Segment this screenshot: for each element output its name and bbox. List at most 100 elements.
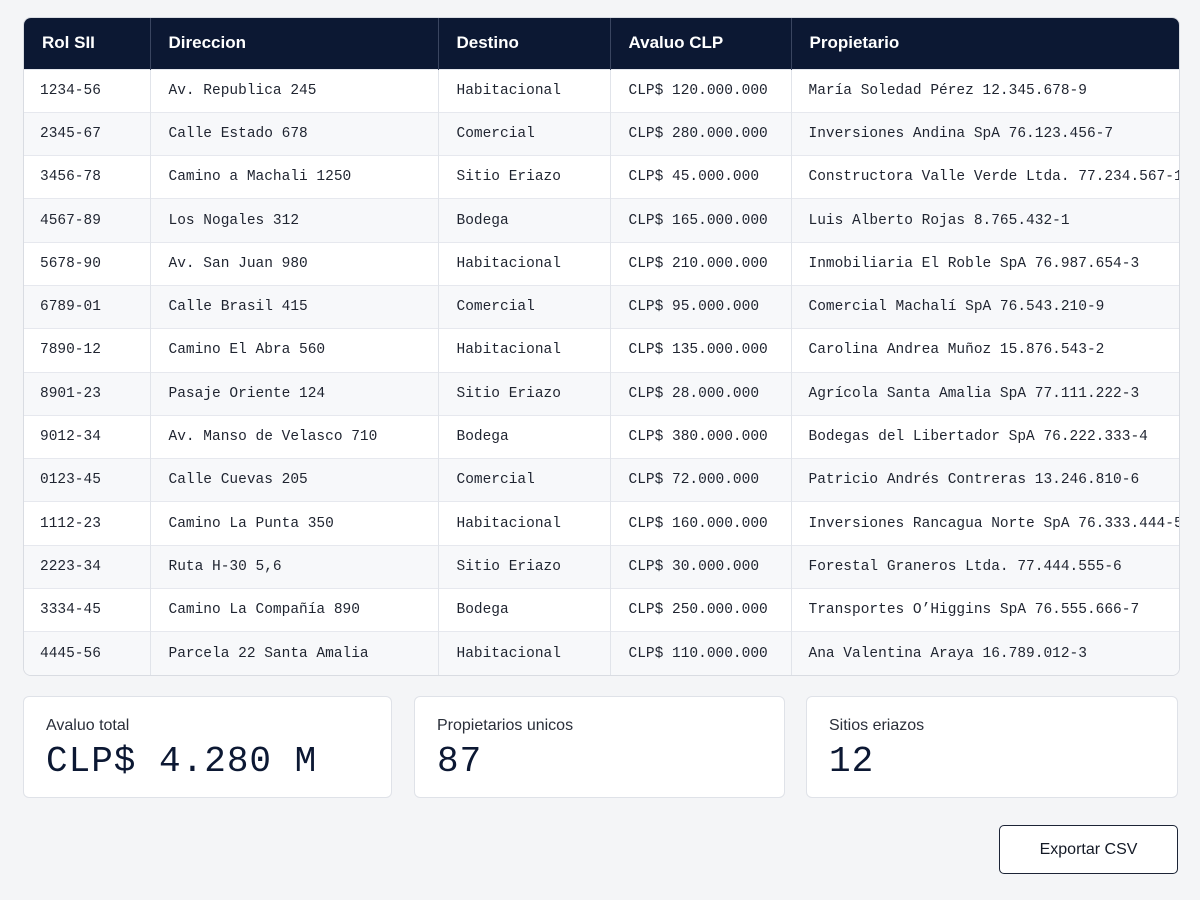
cell-propietario: Luis Alberto Rojas 8.765.432-1 <box>791 198 1179 243</box>
cell-direccion: Camino El Abra 560 <box>150 328 439 373</box>
cell-avaluo: CLP$ 210.000.000 <box>610 241 792 286</box>
cell-direccion: Calle Cuevas 205 <box>150 458 439 502</box>
column-header-destino[interactable]: Destino <box>438 18 611 69</box>
cell-avaluo: CLP$ 110.000.000 <box>610 631 792 676</box>
cell-destino: Habitacional <box>438 68 611 113</box>
cell-rol: 4567-89 <box>24 198 151 243</box>
cell-avaluo: CLP$ 135.000.000 <box>610 328 792 373</box>
cell-direccion: Av. San Juan 980 <box>150 241 439 286</box>
table-row[interactable]: 2223-34 Ruta H-30 5,6 Sitio Eriazo CLP$ 30.… <box>24 544 1179 589</box>
cell-propietario: Ana Valentina Araya 16.789.012-3 <box>791 631 1179 676</box>
cell-rol: 3334-45 <box>24 588 151 632</box>
table-row[interactable]: 1112-23 Camino La Punta 350 Habitacional CL… <box>24 501 1179 546</box>
cell-destino: Sitio Eriazo <box>438 544 611 589</box>
export-csv-button[interactable]: Exportar CSV <box>999 825 1178 874</box>
cell-destino: Habitacional <box>438 328 611 373</box>
cell-destino: Habitacional <box>438 501 611 546</box>
cell-rol: 2223-34 <box>24 544 151 589</box>
cell-propietario: Constructora Valle Verde Ltda. 77.234.56… <box>791 155 1179 199</box>
cell-rol: 0123-45 <box>24 458 151 502</box>
cell-rol: 9012-34 <box>24 414 151 459</box>
cell-destino: Bodega <box>438 588 611 632</box>
table-row[interactable]: 4567-89 Los Nogales 312 Bodega CLP$ 165.000… <box>24 198 1179 243</box>
column-header-propietario[interactable]: Propietario <box>809 33 900 53</box>
summary-card-avaluo-total: Avaluo total CLP$ 4.280 M <box>23 696 392 798</box>
cell-destino: Comercial <box>438 458 611 502</box>
card-value: CLP$ 4.280 M <box>46 741 318 782</box>
cell-rol: 7890-12 <box>24 328 151 373</box>
card-value: 87 <box>437 741 483 782</box>
cell-direccion: Av. Republica 245 <box>150 68 439 113</box>
cell-direccion: Calle Brasil 415 <box>150 284 439 329</box>
cell-avaluo: CLP$ 160.000.000 <box>610 501 792 546</box>
properties-table-container: Rol SII Direccion Destino Avaluo CLP Pro… <box>23 17 1180 677</box>
table-row[interactable]: 1234-56 Av. Republica 245 Habitacional CLP$… <box>24 68 1179 113</box>
cell-avaluo: CLP$ 280.000.000 <box>610 111 792 156</box>
card-label: Sitios eriazos <box>829 717 925 734</box>
cell-propietario: Comercial Machalí SpA 76.543.210-9 <box>791 284 1179 329</box>
cell-destino: Habitacional <box>438 631 611 676</box>
cell-propietario: Agrícola Santa Amalia SpA 77.111.222-3 <box>791 371 1179 416</box>
table-row[interactable]: 9012-34 Av. Manso de Velasco 710 Bodega CLP… <box>24 414 1179 459</box>
column-header-direccion[interactable]: Direccion <box>150 18 439 69</box>
table-body: 1234-56 Av. Republica 245 Habitacional CLP$… <box>24 68 1179 676</box>
summary-card-propietarios-unicos: Propietarios unicos 87 <box>414 696 785 798</box>
card-label: Avaluo total <box>46 717 130 734</box>
cell-avaluo: CLP$ 30.000.000 <box>610 544 792 589</box>
cell-rol: 6789-01 <box>24 284 151 329</box>
cell-direccion: Av. Manso de Velasco 710 <box>150 414 439 459</box>
cell-avaluo: CLP$ 165.000.000 <box>610 198 792 243</box>
table-row[interactable]: 3456-78 Camino a Machali 1250 Sitio Eriazo… <box>24 155 1179 199</box>
cell-avaluo: CLP$ 72.000.000 <box>610 458 792 502</box>
cell-destino: Comercial <box>438 111 611 156</box>
cell-propietario: Inversiones Andina SpA 76.123.456-7 <box>791 111 1179 156</box>
table-row[interactable]: 8901-23 Pasaje Oriente 124 Sitio Eriazo CLP… <box>24 371 1179 416</box>
cell-rol: 2345-67 <box>24 111 151 156</box>
table-row[interactable]: 0123-45 Calle Cuevas 205 Comercial CLP$ 72.… <box>24 458 1179 502</box>
cell-propietario: Inmobiliaria El Roble SpA 76.987.654-3 <box>791 241 1179 286</box>
cell-rol: 1112-23 <box>24 501 151 546</box>
cell-propietario: Patricio Andrés Contreras 13.246.810-6 <box>791 458 1179 502</box>
cell-rol: 1234-56 <box>24 68 151 113</box>
cell-rol: 4445-56 <box>24 631 151 676</box>
cell-direccion: Calle Estado 678 <box>150 111 439 156</box>
cell-rol: 3456-78 <box>24 155 151 199</box>
table-header-row: Rol SII Direccion Destino Avaluo CLP Pro… <box>24 18 1179 69</box>
column-header-avaluo[interactable]: Avaluo CLP <box>610 18 792 69</box>
cell-destino: Bodega <box>438 414 611 459</box>
cell-direccion: Camino La Punta 350 <box>150 501 439 546</box>
table-row[interactable]: 3334-45 Camino La Compañía 890 Bodega CLP$ … <box>24 588 1179 632</box>
cell-propietario: Bodegas del Libertador SpA 76.222.333-4 <box>791 414 1179 459</box>
cell-avaluo: CLP$ 120.000.000 <box>610 68 792 113</box>
cell-avaluo: CLP$ 95.000.000 <box>610 284 792 329</box>
card-label: Propietarios unicos <box>437 717 574 734</box>
table-row[interactable]: 4445-56 Parcela 22 Santa Amalia Habitacion… <box>24 631 1179 676</box>
table-row[interactable]: 6789-01 Calle Brasil 415 Comercial CLP$ 95.… <box>24 284 1179 329</box>
table-row[interactable]: 7890-12 Camino El Abra 560 Habitacional CLP… <box>24 328 1179 373</box>
column-header-rol[interactable]: Rol SII <box>24 18 151 69</box>
table-row[interactable]: 2345-67 Calle Estado 678 Comercial CLP$ 280… <box>24 111 1179 156</box>
cell-propietario: Carolina Andrea Muñoz 15.876.543-2 <box>791 328 1179 373</box>
cell-avaluo: CLP$ 250.000.000 <box>610 588 792 632</box>
table-row[interactable]: 5678-90 Av. San Juan 980 Habitacional CLP$ … <box>24 241 1179 286</box>
properties-table: Rol SII Direccion Destino Avaluo CLP Pro… <box>24 18 1179 676</box>
cell-propietario: María Soledad Pérez 12.345.678-9 <box>791 68 1179 113</box>
summary-card-sitios-eriazos: Sitios eriazos 12 <box>806 696 1178 798</box>
cell-rol: 5678-90 <box>24 241 151 286</box>
cell-destino: Comercial <box>438 284 611 329</box>
cell-avaluo: CLP$ 380.000.000 <box>610 414 792 459</box>
cell-avaluo: CLP$ 28.000.000 <box>610 371 792 416</box>
cell-destino: Sitio Eriazo <box>438 371 611 416</box>
cell-propietario: Inversiones Rancagua Norte SpA 76.333.44… <box>791 501 1179 546</box>
card-value: 12 <box>829 741 875 782</box>
cell-rol: 8901-23 <box>24 371 151 416</box>
cell-propietario: Transportes O’Higgins SpA 76.555.666-7 <box>791 588 1179 632</box>
cell-propietario: Forestal Graneros Ltda. 77.444.555-6 <box>791 544 1179 589</box>
cell-destino: Bodega <box>438 198 611 243</box>
cell-direccion: Camino a Machali 1250 <box>150 155 439 199</box>
cell-destino: Habitacional <box>438 241 611 286</box>
cell-direccion: Ruta H-30 5,6 <box>150 544 439 589</box>
cell-direccion: Pasaje Oriente 124 <box>150 371 439 416</box>
cell-direccion: Los Nogales 312 <box>150 198 439 243</box>
